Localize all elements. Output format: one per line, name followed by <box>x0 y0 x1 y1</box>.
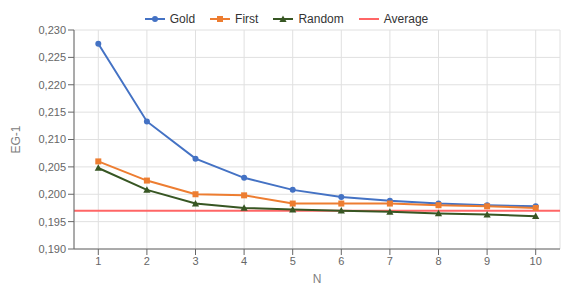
svg-text:0,200: 0,200 <box>38 188 66 200</box>
svg-text:10: 10 <box>530 255 542 267</box>
svg-text:9: 9 <box>484 255 490 267</box>
svg-text:EG-1: EG-1 <box>9 125 23 153</box>
svg-text:5: 5 <box>290 255 296 267</box>
svg-text:2: 2 <box>144 255 150 267</box>
svg-text:0,220: 0,220 <box>38 79 66 91</box>
svg-text:3: 3 <box>192 255 198 267</box>
svg-text:4: 4 <box>241 255 247 267</box>
svg-text:7: 7 <box>387 255 393 267</box>
svg-text:6: 6 <box>338 255 344 267</box>
svg-text:0,215: 0,215 <box>38 106 66 118</box>
svg-text:0,195: 0,195 <box>38 216 66 228</box>
html-text:First: First <box>235 12 259 26</box>
svg-text:0,210: 0,210 <box>38 133 66 145</box>
svg-text:0,205: 0,205 <box>38 161 66 173</box>
svg-text:0,225: 0,225 <box>38 51 66 63</box>
svg-text:0,230: 0,230 <box>38 24 66 36</box>
svg-text:N: N <box>313 272 322 286</box>
html-text:Gold: Gold <box>169 12 196 26</box>
html-text:Average: Average <box>383 12 429 26</box>
svg-text:8: 8 <box>435 255 441 267</box>
svg-text:0,190: 0,190 <box>38 243 66 255</box>
html-text:Random: Random <box>298 12 344 26</box>
svg-text:1: 1 <box>95 255 101 267</box>
